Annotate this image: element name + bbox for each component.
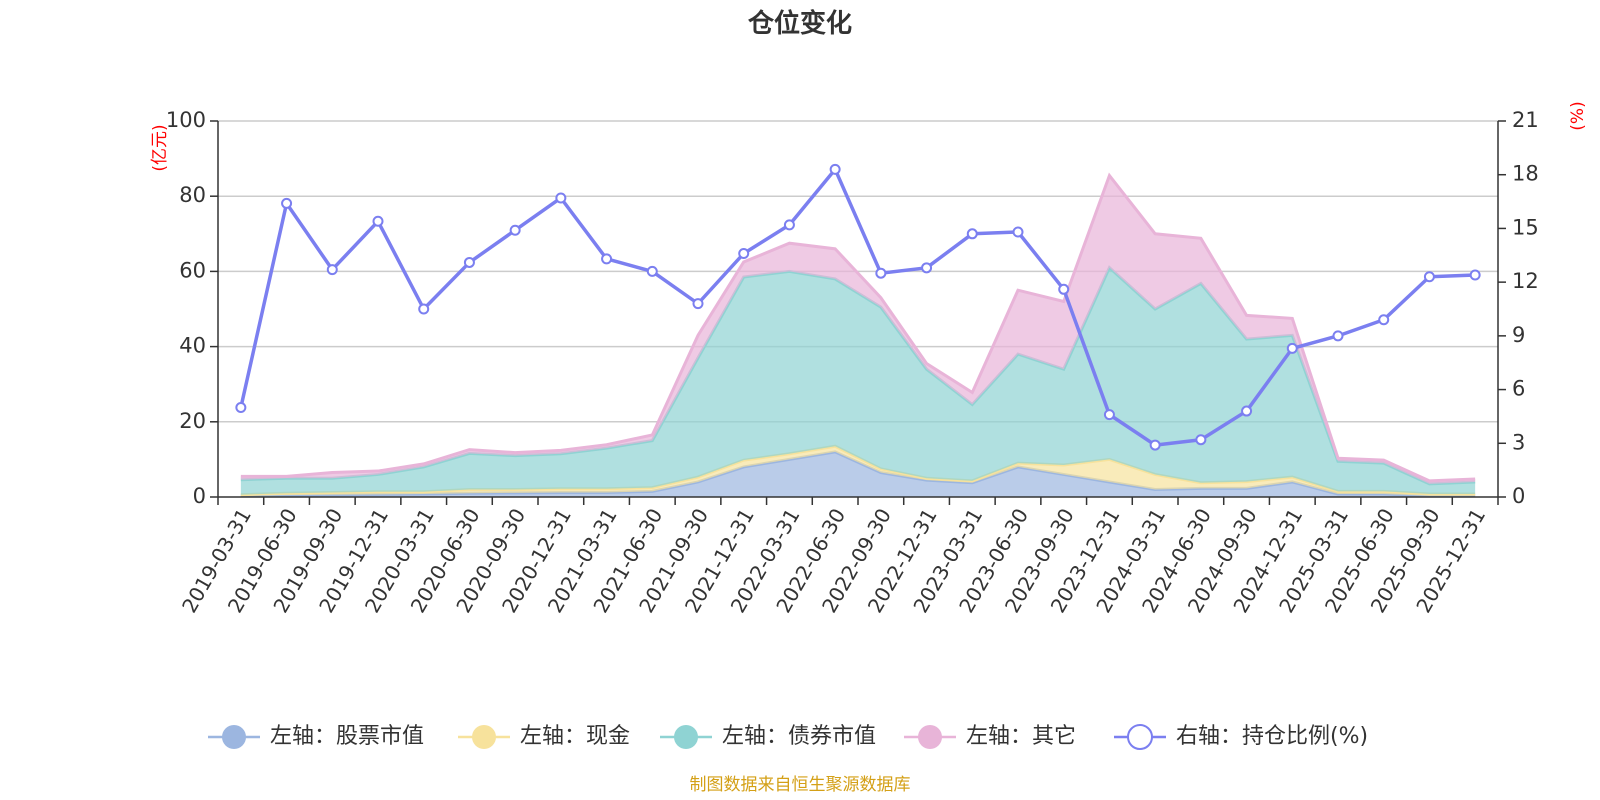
right-tick-label: 0 bbox=[1512, 484, 1525, 508]
ratio-point bbox=[1149, 439, 1161, 451]
ratio-line bbox=[239, 167, 1476, 447]
ratio-point bbox=[235, 401, 247, 413]
legend-label: 左轴：债券市值 bbox=[722, 724, 876, 749]
ratio-point bbox=[1469, 269, 1481, 281]
left-tick-label: 20 bbox=[179, 409, 206, 433]
right-tick-label: 9 bbox=[1512, 323, 1525, 347]
area-左轴：股票市值 bbox=[240, 451, 1476, 497]
left-axis-unit: (亿元) bbox=[150, 124, 170, 171]
ratio-point bbox=[1241, 405, 1253, 417]
ratio-point bbox=[1286, 342, 1298, 354]
legend-label: 左轴：股票市值 bbox=[270, 724, 424, 749]
legend-item[interactable]: 左轴：现金 bbox=[458, 724, 630, 749]
ratio-point bbox=[281, 197, 293, 209]
legend-item[interactable]: 左轴：债券市值 bbox=[660, 724, 876, 749]
source-note: 制图数据来自恒生聚源数据库 bbox=[690, 775, 911, 795]
legend: 左轴：股票市值 左轴：现金 左轴：债券市值 左轴：其它 右轴：持仓比例(%) bbox=[208, 724, 1368, 750]
ratio-point bbox=[1058, 283, 1070, 295]
ratio-point bbox=[1012, 226, 1024, 238]
ratio-point bbox=[783, 219, 795, 231]
legend-marker bbox=[674, 725, 698, 749]
left-tick-label: 80 bbox=[179, 183, 206, 207]
right-tick-label: 15 bbox=[1512, 215, 1539, 239]
right-tick-label: 3 bbox=[1512, 430, 1525, 454]
ratio-point bbox=[372, 215, 384, 227]
ratio-point bbox=[509, 224, 521, 236]
right-tick-label: 12 bbox=[1512, 269, 1539, 293]
legend-item[interactable]: 左轴：其它 bbox=[904, 724, 1076, 749]
left-tick-label: 100 bbox=[166, 108, 206, 132]
ratio-point bbox=[692, 298, 704, 310]
area-左轴：其它 bbox=[240, 175, 1476, 484]
ratio-point bbox=[966, 228, 978, 240]
stacked-areas bbox=[240, 172, 1476, 498]
ratio-point bbox=[829, 163, 841, 175]
legend-marker bbox=[1127, 724, 1153, 750]
left-tick-label: 60 bbox=[179, 258, 206, 282]
ratio-point bbox=[463, 256, 475, 268]
right-tick-label: 6 bbox=[1512, 377, 1525, 401]
chart-title: 仓位变化 bbox=[747, 8, 852, 39]
left-tick-label: 40 bbox=[179, 334, 206, 358]
ratio-series bbox=[235, 163, 1481, 451]
right-tick-label: 18 bbox=[1512, 162, 1539, 186]
ratio-point bbox=[738, 247, 750, 259]
ratio-point bbox=[1423, 271, 1435, 283]
legend-label: 右轴：持仓比例(%) bbox=[1176, 724, 1368, 749]
ratio-point bbox=[326, 264, 338, 276]
right-tick-label: 21 bbox=[1512, 108, 1539, 132]
ratio-point bbox=[555, 192, 567, 204]
legend-item[interactable]: 左轴：股票市值 bbox=[208, 724, 424, 749]
area-edge-左轴：其它 bbox=[240, 172, 1476, 483]
left-tick-label: 0 bbox=[193, 484, 206, 508]
legend-marker bbox=[222, 725, 246, 749]
legend-item[interactable]: 右轴：持仓比例(%) bbox=[1114, 724, 1368, 750]
ratio-point bbox=[1103, 409, 1115, 421]
ratio-point bbox=[1378, 314, 1390, 326]
legend-label: 左轴：其它 bbox=[966, 724, 1076, 749]
ratio-point bbox=[646, 265, 658, 277]
area-左轴：债券市值 bbox=[240, 267, 1476, 495]
ratio-point bbox=[601, 253, 613, 265]
legend-label: 左轴：现金 bbox=[520, 724, 630, 749]
right-axis-unit: (%) bbox=[1568, 101, 1588, 130]
legend-marker bbox=[472, 725, 496, 749]
ratio-point bbox=[875, 267, 887, 279]
area-左轴：现金 bbox=[240, 446, 1476, 496]
ratio-point bbox=[921, 262, 933, 274]
legend-marker bbox=[918, 725, 942, 749]
ratio-point bbox=[418, 303, 430, 315]
ratio-point bbox=[1332, 330, 1344, 342]
ratio-point bbox=[1195, 434, 1207, 446]
